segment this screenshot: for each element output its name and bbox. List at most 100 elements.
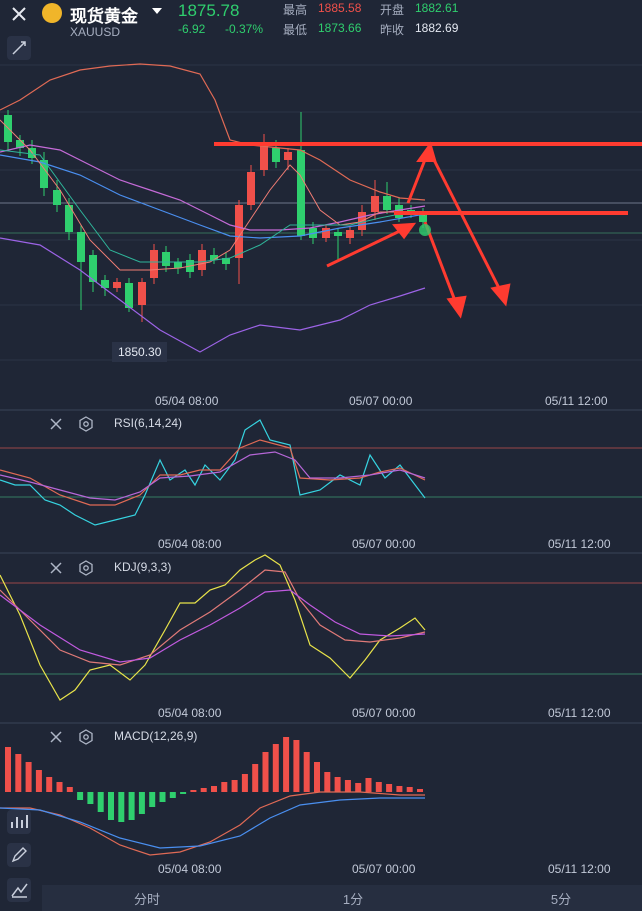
rsi-x-label-2: 05/07 00:00 — [352, 537, 416, 551]
rsi-close-button[interactable] — [48, 416, 64, 437]
macd-histogram-bar — [241, 774, 248, 792]
macd-histogram-bar — [272, 744, 279, 792]
kdj-label: KDJ(9,3,3) — [114, 560, 172, 574]
last-price-glow — [419, 224, 431, 236]
macd-histogram-bar — [324, 772, 331, 792]
macd-close-button[interactable] — [48, 729, 64, 750]
arrow-down-line-1 — [428, 151, 504, 295]
chevron-down-icon[interactable] — [152, 8, 162, 14]
macd-histogram-bar — [108, 792, 114, 820]
chart-canvas[interactable] — [0, 0, 642, 885]
high-label: 最高 — [283, 3, 308, 17]
macd-histogram-bar — [303, 752, 310, 792]
macd-histogram-bar — [200, 788, 207, 792]
ma-line-1 — [0, 144, 426, 231]
close-icon — [50, 418, 62, 430]
candle-body — [40, 160, 48, 188]
low-label: 最低 — [283, 23, 308, 37]
kdj-d-line — [0, 589, 426, 663]
bollinger-lower-line — [0, 237, 426, 353]
draw-button[interactable] — [7, 843, 31, 867]
low-value: 1873.66 — [318, 21, 362, 35]
candle-body — [162, 252, 170, 266]
main-x-label-2: 05/07 00:00 — [349, 394, 413, 408]
candle-body — [297, 150, 305, 236]
arrow-down-head-1 — [490, 283, 511, 307]
macd-histogram-bar — [180, 792, 187, 794]
bollinger-upper-line — [0, 63, 426, 201]
kdj-x-label-2: 05/07 00:00 — [352, 706, 416, 720]
arrow-up-head — [392, 222, 417, 240]
high-value: 1885.58 — [318, 1, 362, 15]
candle-body — [383, 196, 391, 210]
instrument-title[interactable]: 现货黄金 — [70, 7, 138, 26]
tab-timeshare[interactable]: 分时 — [133, 892, 160, 907]
macd-histogram-bar — [406, 787, 413, 792]
macd-histogram-bar — [190, 790, 197, 792]
candle-body — [125, 283, 133, 308]
macd-histogram-bar — [169, 792, 176, 798]
candle-body — [65, 205, 73, 232]
rsi-x-label-3: 05/11 12:00 — [548, 537, 611, 551]
candle-body — [371, 196, 379, 212]
macd-histogram-bar — [293, 740, 300, 792]
kdj-x-label-3: 05/11 12:00 — [548, 706, 611, 720]
open-value: 1882.61 — [415, 1, 459, 15]
macd-x-label-3: 05/11 12:00 — [548, 862, 611, 876]
macd-histogram-bar — [77, 792, 84, 800]
candle-body — [77, 232, 85, 262]
macd-histogram-bar — [159, 792, 166, 802]
close-button[interactable] — [8, 3, 30, 25]
rsi-label: RSI(6,14,24) — [114, 416, 183, 430]
candle-body — [284, 152, 292, 160]
macd-label: MACD(12,26,9) — [114, 729, 198, 743]
macd-histogram-bar — [46, 777, 53, 792]
macd-x-label-1: 05/04 08:00 — [158, 862, 222, 876]
macd-histogram-bar — [35, 770, 42, 792]
macd-settings-button[interactable] — [78, 729, 94, 750]
candle-body — [334, 232, 342, 236]
macd-histogram-bar — [87, 792, 94, 804]
macd-histogram-bar — [211, 786, 217, 792]
candle-body — [247, 172, 255, 205]
rsi-settings-button[interactable] — [78, 416, 94, 437]
kdj-settings-button[interactable] — [78, 560, 94, 581]
drawing-tool-button[interactable] — [7, 36, 31, 60]
candle-body — [235, 205, 243, 258]
macd-histogram-bar — [417, 789, 423, 792]
macd-histogram-bar — [365, 778, 372, 792]
trend-line-icon — [11, 883, 28, 898]
prev-close-label: 昨收 — [380, 23, 405, 37]
candle-body — [16, 140, 24, 148]
candle-body — [138, 282, 146, 305]
macd-histogram-bar — [5, 747, 11, 792]
macd-histogram-bar — [128, 792, 135, 820]
candle-body — [89, 255, 97, 282]
trend-tool-button[interactable] — [7, 878, 31, 902]
tab-1min[interactable]: 1分 — [342, 892, 364, 907]
kdj-close-button[interactable] — [48, 560, 64, 581]
price-change: -6.92 — [178, 22, 206, 36]
macd-histogram-bar — [283, 737, 290, 792]
rsi-x-label-1: 05/04 08:00 — [158, 537, 222, 551]
indicator-tool-button[interactable] — [7, 810, 31, 834]
macd-dif-line — [0, 791, 425, 856]
price-change-pct: -0.37% — [225, 22, 264, 36]
macd-histogram-bar — [149, 792, 156, 807]
macd-dea-line — [0, 797, 425, 849]
kdj-k-line — [0, 569, 426, 666]
macd-histogram-bar — [355, 783, 362, 792]
candle-body — [150, 250, 158, 278]
open-label: 开盘 — [380, 3, 405, 17]
rsi-14-line — [0, 439, 426, 506]
prev-close-value: 1882.69 — [415, 21, 459, 35]
candle-body — [322, 228, 330, 238]
macd-histogram-bar — [334, 777, 341, 792]
tab-5min[interactable]: 5分 — [550, 892, 572, 907]
macd-histogram-bar — [262, 752, 269, 792]
macd-histogram-bar — [97, 792, 104, 812]
macd-histogram-bar — [25, 762, 32, 792]
close-icon — [50, 731, 62, 743]
ma-line-2 — [0, 154, 426, 239]
gold-logo — [42, 3, 62, 23]
